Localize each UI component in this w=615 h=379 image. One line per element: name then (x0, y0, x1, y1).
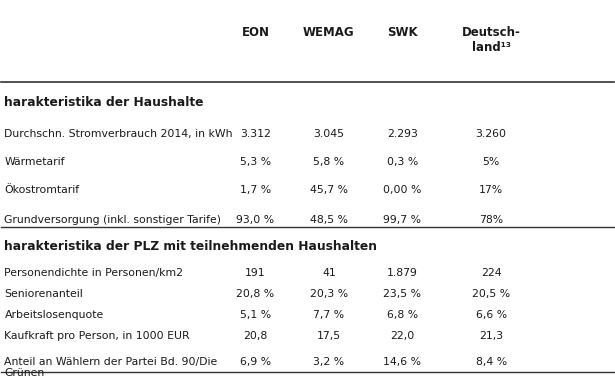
Text: EON: EON (242, 26, 269, 39)
Text: 1.879: 1.879 (387, 268, 418, 277)
Text: 93,0 %: 93,0 % (236, 215, 274, 225)
Text: 3,2 %: 3,2 % (314, 357, 344, 367)
Text: 22,0: 22,0 (391, 330, 415, 341)
Text: 5,8 %: 5,8 % (314, 157, 344, 167)
Text: 5,3 %: 5,3 % (240, 157, 271, 167)
Text: 3.045: 3.045 (314, 129, 344, 139)
Text: 7,7 %: 7,7 % (314, 310, 344, 319)
Text: 48,5 %: 48,5 % (310, 215, 348, 225)
Text: 191: 191 (245, 268, 266, 277)
Text: 20,8 %: 20,8 % (236, 288, 274, 299)
Text: 6,8 %: 6,8 % (387, 310, 418, 319)
Text: Deutsch-
land¹³: Deutsch- land¹³ (462, 26, 521, 54)
Text: 99,7 %: 99,7 % (383, 215, 421, 225)
Text: Ökostromtarif: Ökostromtarif (4, 185, 79, 195)
Text: 20,3 %: 20,3 % (310, 288, 348, 299)
Text: Personendichte in Personen/km2: Personendichte in Personen/km2 (4, 268, 183, 277)
Text: 1,7 %: 1,7 % (240, 185, 271, 195)
Text: 21,3: 21,3 (479, 330, 503, 341)
Text: harakteristika der PLZ mit teilnehmenden Haushalten: harakteristika der PLZ mit teilnehmenden… (4, 240, 378, 252)
Text: 224: 224 (481, 268, 501, 277)
Text: 20,8: 20,8 (244, 330, 268, 341)
Text: 17,5: 17,5 (317, 330, 341, 341)
Text: 6,6 %: 6,6 % (475, 310, 507, 319)
Text: WEMAG: WEMAG (303, 26, 355, 39)
Text: SWK: SWK (387, 26, 418, 39)
Text: 78%: 78% (479, 215, 503, 225)
Text: Durchschn. Stromverbrauch 2014, in kWh: Durchschn. Stromverbrauch 2014, in kWh (4, 129, 233, 139)
Text: 3.312: 3.312 (240, 129, 271, 139)
Text: Kaufkraft pro Person, in 1000 EUR: Kaufkraft pro Person, in 1000 EUR (4, 330, 190, 341)
Text: 2.293: 2.293 (387, 129, 418, 139)
Text: Anteil an Wählern der Partei Bd. 90/Die
Grünen: Anteil an Wählern der Partei Bd. 90/Die … (4, 357, 218, 379)
Text: Seniorenanteil: Seniorenanteil (4, 288, 83, 299)
Text: 5%: 5% (483, 157, 500, 167)
Text: Grundversorgung (inkl. sonstiger Tarife): Grundversorgung (inkl. sonstiger Tarife) (4, 215, 221, 225)
Text: harakteristika der Haushalte: harakteristika der Haushalte (4, 96, 204, 109)
Text: 41: 41 (322, 268, 336, 277)
Text: Wärmetarif: Wärmetarif (4, 157, 65, 167)
Text: 20,5 %: 20,5 % (472, 288, 510, 299)
Text: 6,9 %: 6,9 % (240, 357, 271, 367)
Text: 23,5 %: 23,5 % (383, 288, 421, 299)
Text: 45,7 %: 45,7 % (310, 185, 348, 195)
Text: Arbeitslosenquote: Arbeitslosenquote (4, 310, 104, 319)
Text: 8,4 %: 8,4 % (475, 357, 507, 367)
Text: 3.260: 3.260 (475, 129, 507, 139)
Text: 17%: 17% (479, 185, 503, 195)
Text: 0,3 %: 0,3 % (387, 157, 418, 167)
Text: 0,00 %: 0,00 % (383, 185, 421, 195)
Text: 5,1 %: 5,1 % (240, 310, 271, 319)
Text: 14,6 %: 14,6 % (383, 357, 421, 367)
